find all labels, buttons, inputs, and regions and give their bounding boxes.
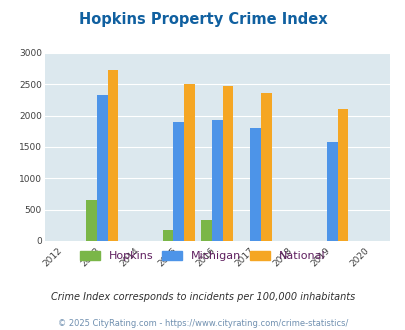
Bar (96, 95, 107, 241)
Legend: Hopkins, Michigan, National: Hopkins, Michigan, National (78, 248, 327, 263)
Bar (86, 200, 96, 241)
Bar (337, 109, 347, 241)
Bar (222, 86, 233, 241)
Bar (162, 230, 173, 241)
Text: © 2025 CityRating.com - https://www.cityrating.com/crime-statistics/: © 2025 CityRating.com - https://www.city… (58, 319, 347, 328)
Bar (200, 220, 211, 241)
Text: Hopkins Property Crime Index: Hopkins Property Crime Index (79, 12, 326, 26)
Bar (173, 122, 184, 241)
Bar (326, 142, 337, 241)
Bar (260, 93, 271, 241)
Bar (211, 120, 222, 241)
Bar (107, 70, 118, 241)
Bar (249, 128, 260, 241)
Bar (184, 84, 194, 241)
Text: Crime Index corresponds to incidents per 100,000 inhabitants: Crime Index corresponds to incidents per… (51, 292, 354, 302)
